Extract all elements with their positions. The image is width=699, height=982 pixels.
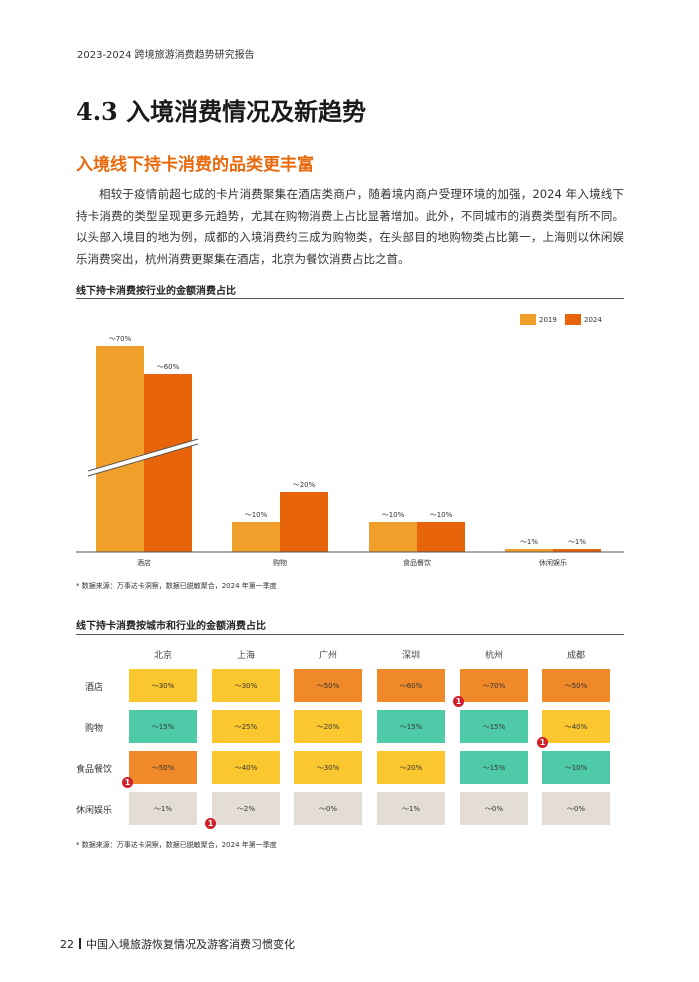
bar-value-label: ～10% — [382, 511, 405, 519]
bar-value-label: ～1% — [520, 538, 538, 546]
bar-value-label: ～10% — [245, 511, 268, 519]
category-row-header: 购物 — [84, 724, 103, 734]
city-column-header: 上海 — [236, 651, 255, 661]
body-paragraph: 相较于疫情前超七成的卡片消费聚集在酒店类商户，随着境内商户受理环境的加强，202… — [76, 187, 624, 266]
section-title: 4.3 入境消费情况及新趋势 — [76, 97, 367, 126]
heatmap-cell: ～1% — [129, 792, 197, 825]
heatmap-cell: ～15% — [460, 710, 528, 743]
highlight-marker-icon: 1 — [205, 818, 216, 829]
heatmap-cell: ～50% — [129, 751, 197, 784]
x-tick-label: 休闲娱乐 — [539, 558, 567, 567]
highlight-marker-icon: 1 — [453, 696, 464, 707]
heatmap-cell: ～20% — [377, 751, 445, 784]
x-tick-label: 购物 — [273, 558, 287, 567]
bar-chart: ～70% ～60% 酒店 ～10% ～20% 购物 ～10% ～10% 食品餐饮 ～1% ～1% 休闲… — [76, 314, 624, 567]
axis-break-gap — [88, 439, 198, 476]
subsection-title: 入境线下持卡消费的品类更丰富 — [76, 155, 314, 175]
highlight-marker-icon: 1 — [122, 777, 133, 788]
page-number: 22 — [60, 938, 74, 951]
city-column-header: 广州 — [318, 651, 337, 661]
heatmap-cell: ～0% — [542, 792, 610, 825]
footer-title: 中国入境旅游恢复情况及游客消费习惯变化 — [86, 938, 295, 951]
bar-2019-1 — [232, 522, 280, 552]
bar-value-label: ～20% — [293, 481, 316, 489]
bar-2019-3 — [505, 549, 553, 552]
heatmap-cell: ～0% — [460, 792, 528, 825]
x-tick-label: 酒店 — [137, 558, 151, 567]
heatmap-cell: ～15% — [129, 710, 197, 743]
heatmap-cell: ～20% — [294, 710, 362, 743]
axis-break-line-bottom — [87, 443, 199, 477]
bar-2024-3 — [553, 549, 601, 552]
heatmap-cell: ～50% — [542, 669, 610, 702]
heatmap-cell: ～30% — [212, 669, 280, 702]
category-row-header: 食品餐饮 — [75, 765, 112, 775]
heatmap-cell: ～60% — [377, 669, 445, 702]
heatmap-cell: ～0% — [294, 792, 362, 825]
heatmap-cell: ～30% — [129, 669, 197, 702]
footer-divider — [79, 938, 81, 949]
bar-value-label: ～10% — [430, 511, 453, 519]
highlight-marker-icon: 1 — [537, 737, 548, 748]
city-column-header: 成都 — [566, 651, 585, 661]
bar-value-label: ～70% — [109, 335, 132, 343]
heatmap-cell: ～10% — [542, 751, 610, 784]
bar-2024-2 — [417, 522, 465, 552]
heatmap-cell: ～50% — [294, 669, 362, 702]
axis-break-line-top — [87, 438, 199, 472]
legend-label: 2024 — [584, 316, 602, 324]
chart1-title-rule — [76, 298, 624, 299]
heatmap-cell: ～2% — [212, 792, 280, 825]
bar-2024-0 — [144, 374, 192, 552]
bar-2019-0 — [96, 346, 144, 552]
page-footer: 22 中国入境旅游恢复情况及游客消费习惯变化 — [60, 936, 295, 952]
city-column-header: 杭州 — [484, 651, 503, 661]
legend-swatch-2024 — [565, 314, 581, 325]
heatmap-cell: ～70% — [460, 669, 528, 702]
bar-value-label: ～60% — [157, 363, 180, 371]
heatmap-cell: ～15% — [460, 751, 528, 784]
chart2-source-note: * 数据来源：万事达卡洞察，数据已脱敏聚合，2024 年第一季度 — [76, 841, 277, 849]
heatmap-cell: ～40% — [542, 710, 610, 743]
category-row-header: 酒店 — [84, 683, 103, 693]
bar-2019-2 — [369, 522, 417, 552]
category-row-header: 休闲娱乐 — [75, 806, 112, 816]
city-column-header: 北京 — [153, 651, 172, 661]
legend-label: 2019 — [539, 316, 557, 324]
chart2-title: 线下持卡消费按城市和行业的金额消费占比 — [76, 621, 266, 632]
chart1-source-note: * 数据来源：万事达卡洞察，数据已脱敏聚合，2024 年第一季度 — [76, 582, 277, 590]
city-column-header: 深圳 — [401, 651, 420, 661]
heatmap-cell: ～40% — [212, 751, 280, 784]
bar-value-label: ～1% — [568, 538, 586, 546]
chart1-title: 线下持卡消费按行业的金额消费占比 — [76, 286, 236, 297]
heatmap-cell: ～25% — [212, 710, 280, 743]
x-tick-label: 食品餐饮 — [403, 558, 431, 567]
report-header-title: 2023-2024 跨境旅游消费趋势研究报告 — [77, 50, 255, 61]
bar-2024-1 — [280, 492, 328, 552]
chart2-title-rule — [76, 634, 624, 635]
legend-swatch-2019 — [520, 314, 536, 325]
heatmap-cell: ～1% — [377, 792, 445, 825]
heatmap-cell: ～30% — [294, 751, 362, 784]
heatmap-cell: ～15% — [377, 710, 445, 743]
